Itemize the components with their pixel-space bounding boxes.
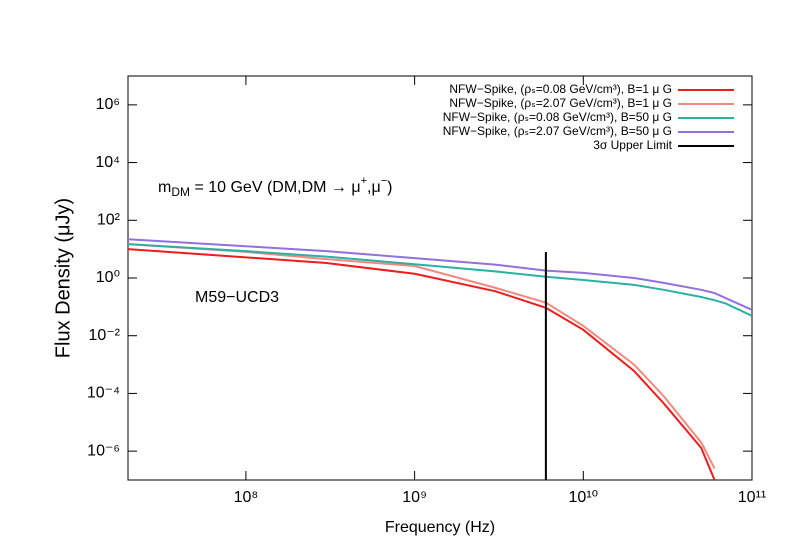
series-line [128,243,752,317]
x-tick-label: 10¹¹ [738,489,766,506]
annotation-part: + [361,175,367,187]
y-tick-label: 10⁶ [96,96,120,113]
legend-label: NFW−Spike, (ρₛ=2.07 GeV/cm³), B=1 μ G [449,96,672,110]
legend-label: NFW−Spike, (ρₛ=0.08 GeV/cm³), B=50 μ G [443,110,672,124]
y-tick-label: 10² [97,212,121,229]
y-tick-label: 10⁴ [95,154,120,171]
annotation-part: − [381,175,387,187]
y-tick-label: 10⁰ [96,269,120,286]
y-tick-label: 10⁻⁴ [87,385,120,402]
annotation-part: ,μ [367,179,381,196]
x-tick-label: 10⁹ [402,489,427,506]
y-axis-label: Flux Density (μJy) [52,198,74,358]
x-tick-label: 10¹⁰ [569,489,599,506]
legend-label: NFW−Spike, (ρₛ=0.08 GeV/cm³), B=1 μ G [449,82,672,96]
annotation-part: ) [387,179,392,196]
x-tick-label: 10⁸ [234,489,259,506]
x-axis-label: Frequency (Hz) [385,519,495,536]
series-line [128,238,752,311]
annotation: mDM = 10 GeV (DM,DM → μ+,μ−) [158,175,392,199]
annotation: M59−UCD3 [195,289,279,306]
legend-label: NFW−Spike, (ρₛ=2.07 GeV/cm³), B=50 μ G [443,124,672,138]
annotation-part: DM [171,185,190,199]
annotation-part: = 10 GeV (DM,DM → μ [190,179,361,196]
y-tick-label: 10⁻⁶ [87,442,120,459]
legend-label: 3σ Upper Limit [593,138,672,152]
y-tick-label: 10⁻² [88,327,120,344]
annotation-part: m [158,179,171,196]
